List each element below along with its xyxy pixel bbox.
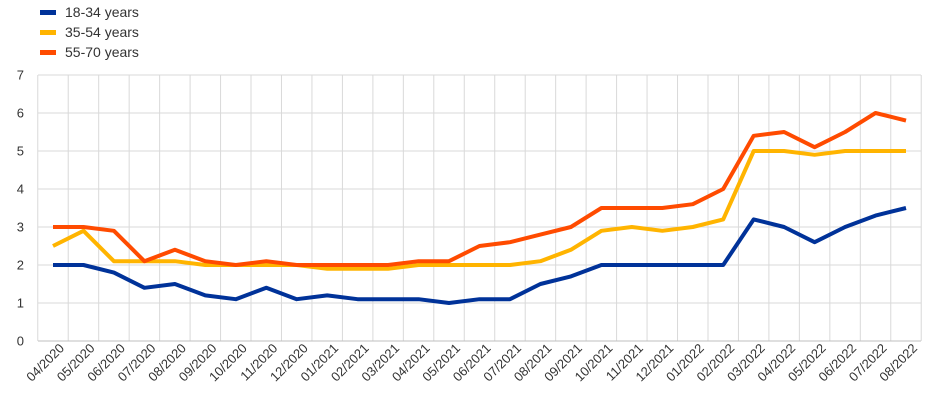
chart-legend: 18-34 years 35-54 years 55-70 years bbox=[40, 2, 139, 62]
y-tick-label-7: 7 bbox=[17, 68, 24, 83]
y-tick-label-4: 4 bbox=[17, 182, 24, 197]
legend-item: 35-54 years bbox=[40, 22, 139, 42]
y-tick-label-3: 3 bbox=[17, 220, 24, 235]
y-tick-label-6: 6 bbox=[17, 106, 24, 121]
legend-swatch bbox=[40, 49, 56, 55]
y-tick-label-0: 0 bbox=[17, 334, 24, 349]
y-tick-label-2: 2 bbox=[17, 258, 24, 273]
legend-swatch bbox=[40, 29, 56, 35]
y-tick-label-5: 5 bbox=[17, 144, 24, 159]
legend-label: 18-34 years bbox=[65, 4, 139, 20]
series-line-18-34-years bbox=[53, 206, 907, 305]
series-line-55-70-years bbox=[53, 111, 907, 267]
legend-label: 35-54 years bbox=[65, 24, 139, 40]
legend-label: 55-70 years bbox=[65, 44, 139, 60]
legend-item: 55-70 years bbox=[40, 42, 139, 62]
legend-item: 18-34 years bbox=[40, 2, 139, 22]
legend-swatch bbox=[40, 9, 56, 15]
series-line-35-54-years bbox=[52, 149, 906, 271]
y-tick-label-1: 1 bbox=[17, 296, 24, 311]
